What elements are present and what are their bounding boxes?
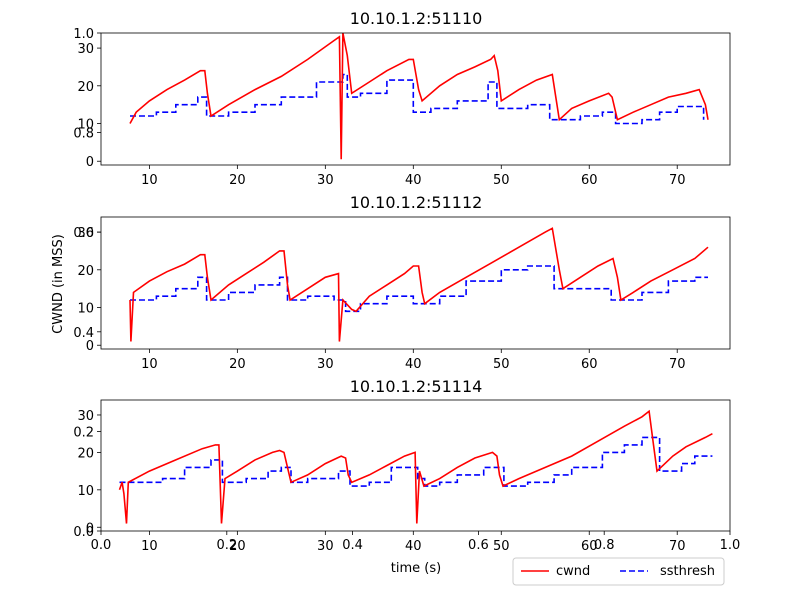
x-tick-label: 40 (405, 357, 422, 372)
subplot-frame (100, 216, 731, 350)
outer-x-tick-label: 0.4 (342, 538, 363, 553)
outer-x-tick-label: 0.0 (91, 538, 112, 553)
x-tick-label: 10 (141, 173, 158, 188)
outer-y-tick-label: 0.0 (73, 525, 94, 540)
outer-x-ticks: 0.0 0.2 0.4 0.6 0.8 1.0 (91, 531, 741, 553)
y-tick-label: 0 (86, 339, 94, 354)
y-tick-label: 0 (86, 155, 94, 170)
ssthresh-line (130, 73, 705, 125)
y-tick-label: 30 (77, 42, 94, 57)
subplot-3: 10.10.1.2:51114 10 20 30 40 50 60 70 0 10 20 30 (77, 377, 731, 554)
x-tick-label: 20 (229, 173, 246, 188)
outer-x-tick-label: 0.8 (594, 538, 615, 553)
y-tick-label: 10 (77, 484, 94, 499)
outer-y-tick-label: 0.4 (73, 326, 94, 341)
outer-y-ticks: 0.0 0.2 0.4 0.6 0.8 1.0 (73, 27, 101, 540)
x-tick-label: 40 (405, 539, 422, 554)
x-tick-label: 70 (669, 173, 686, 188)
outer-y-tick-label: 0.6 (73, 226, 94, 241)
x-tick-label: 30 (317, 539, 334, 554)
cwnd-line (129, 227, 709, 342)
cwnd-line (129, 33, 709, 160)
x-tick-label: 50 (493, 539, 510, 554)
subplot-2: 10.10.1.2:51112 10 20 30 40 50 60 70 0 10 20 30 (77, 193, 731, 372)
legend-ssthresh-label: ssthresh (660, 564, 715, 579)
ssthresh-line (119, 436, 713, 487)
legend-cwnd-label: cwnd (556, 564, 590, 579)
cwnd-line (118, 409, 713, 524)
x-tick-label: 30 (317, 357, 334, 372)
x-tick-label: 10 (141, 357, 158, 372)
ssthresh-line (130, 265, 708, 313)
subplot-1: 10.10.1.2:51110 10 20 30 40 50 60 70 0 10 20 30 (77, 9, 731, 188)
y-axis-label: CWND (in MSS) (51, 234, 66, 334)
y-tick-label: 30 (77, 226, 94, 241)
y-tick-label: 10 (77, 302, 94, 317)
subplot-3-title: 10.10.1.2:51114 (350, 377, 483, 396)
outer-axes: 0.0 0.2 0.4 0.6 0.8 1.0 0.0 0.2 0.4 0.6 0.8 1.0 (73, 27, 740, 553)
subplot-frame (100, 399, 731, 532)
outer-y-tick-label: 0.8 (73, 127, 94, 142)
x-tick-label: 70 (669, 357, 686, 372)
x-tick-label: 20 (229, 357, 246, 372)
y-tick-label: 0 (86, 521, 94, 536)
outer-x-tick-label: 0.2 (216, 538, 237, 553)
legend: cwnd ssthresh (512, 557, 725, 586)
outer-x-tick-label: 0.6 (468, 538, 489, 553)
y-tick-label: 30 (77, 409, 94, 424)
outer-y-tick-label: 0.2 (73, 425, 94, 440)
subplot-1-title: 10.10.1.2:51110 (350, 9, 483, 28)
x-tick-label: 50 (493, 357, 510, 372)
y-tick-label: 10 (77, 118, 94, 133)
x-tick-label: 30 (317, 173, 334, 188)
x-tick-label: 60 (581, 357, 598, 372)
y-tick-label: 20 (77, 446, 94, 461)
x-tick-label: 60 (581, 539, 598, 554)
x-axis-label: time (s) (391, 561, 441, 576)
outer-x-tick-label: 1.0 (720, 538, 741, 553)
x-tick-label: 20 (229, 539, 246, 554)
x-tick-label: 70 (669, 539, 686, 554)
outer-y-tick-label: 1.0 (73, 27, 94, 42)
x-tick-label: 10 (141, 539, 158, 554)
x-tick-label: 60 (581, 173, 598, 188)
subplot-2-title: 10.10.1.2:51112 (350, 193, 483, 212)
x-tick-label: 40 (405, 173, 422, 188)
y-tick-label: 20 (77, 264, 94, 279)
x-tick-label: 50 (493, 173, 510, 188)
y-tick-label: 20 (77, 80, 94, 95)
subplot-frame (100, 32, 731, 166)
legend-box (512, 557, 725, 586)
